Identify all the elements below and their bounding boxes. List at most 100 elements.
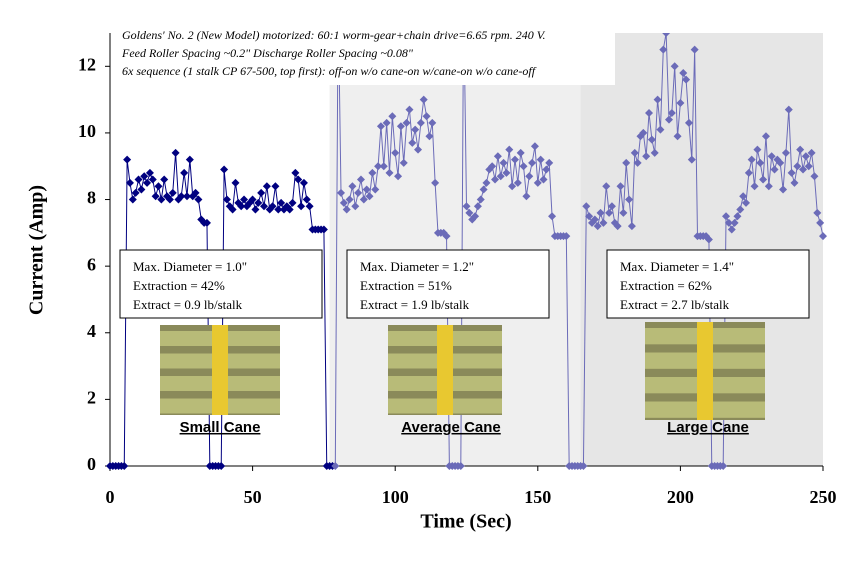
data-point xyxy=(491,175,500,184)
data-point xyxy=(411,125,420,134)
data-point xyxy=(217,462,226,470)
data-point xyxy=(180,168,189,177)
data-point xyxy=(371,185,380,194)
data-point xyxy=(222,195,231,204)
data-point xyxy=(639,128,648,137)
data-point xyxy=(653,95,662,104)
x-tick-label: 0 xyxy=(106,487,115,507)
data-point xyxy=(271,182,280,191)
info-line: Max. Diameter = 1.2" xyxy=(360,259,474,274)
data-point xyxy=(128,195,137,204)
data-point xyxy=(807,148,816,157)
data-point xyxy=(704,235,713,244)
info-line: Extract = 0.9 lb/stalk xyxy=(133,297,243,312)
tape-measure xyxy=(697,322,713,420)
data-point xyxy=(488,162,497,171)
data-point xyxy=(299,178,308,187)
data-point xyxy=(319,225,328,234)
data-point xyxy=(137,185,146,194)
data-point xyxy=(505,145,514,154)
data-point xyxy=(801,152,810,161)
data-point xyxy=(471,212,480,221)
data-point xyxy=(368,168,377,177)
data-point xyxy=(254,198,263,207)
data-point xyxy=(379,162,388,171)
data-point xyxy=(331,462,340,470)
data-point xyxy=(741,198,750,207)
data-point xyxy=(627,222,636,231)
info-line: Extract = 2.7 lb/stalk xyxy=(620,297,730,312)
data-point xyxy=(462,202,471,211)
data-point xyxy=(405,105,414,114)
data-point xyxy=(194,195,203,204)
data-point xyxy=(522,192,531,201)
data-point xyxy=(722,212,731,221)
x-tick-label: 200 xyxy=(667,487,694,507)
info-line: Extraction = 51% xyxy=(360,278,452,293)
data-point xyxy=(596,208,605,217)
data-point xyxy=(767,152,776,161)
note-box xyxy=(117,25,615,85)
data-point xyxy=(125,178,134,187)
data-point xyxy=(690,45,699,54)
data-point xyxy=(753,145,762,154)
data-point xyxy=(376,122,385,131)
data-point xyxy=(804,162,813,171)
y-tick-label: 10 xyxy=(78,121,96,141)
data-point xyxy=(297,202,306,211)
data-point xyxy=(599,218,608,227)
data-point xyxy=(499,158,508,167)
data-point xyxy=(388,112,397,121)
data-point xyxy=(191,188,200,197)
data-point xyxy=(465,208,474,217)
data-point xyxy=(667,108,676,117)
data-point xyxy=(619,208,628,217)
data-point xyxy=(476,195,485,204)
data-point xyxy=(719,462,728,470)
data-point xyxy=(625,195,634,204)
data-point xyxy=(739,192,748,201)
y-tick-label: 0 xyxy=(87,454,96,474)
data-point xyxy=(744,168,753,177)
x-tick-label: 150 xyxy=(524,487,551,507)
cane-caption: Large Cane xyxy=(667,419,749,436)
data-point xyxy=(277,198,286,207)
data-point xyxy=(419,95,428,104)
data-point xyxy=(602,182,611,191)
data-point xyxy=(590,215,599,224)
data-point xyxy=(257,188,266,197)
data-point xyxy=(508,182,517,191)
data-point xyxy=(394,172,403,181)
data-point xyxy=(779,185,788,194)
data-point xyxy=(670,62,679,71)
data-point xyxy=(622,158,631,167)
data-point xyxy=(351,202,360,211)
data-point xyxy=(220,165,229,174)
data-point xyxy=(687,155,696,164)
data-point xyxy=(533,178,542,187)
data-point xyxy=(157,195,166,204)
data-point xyxy=(787,168,796,177)
data-point xyxy=(793,162,802,171)
data-point xyxy=(143,178,152,187)
data-point xyxy=(799,165,808,174)
data-point xyxy=(593,222,602,231)
data-point xyxy=(431,178,440,187)
data-point xyxy=(525,172,534,181)
data-point xyxy=(408,138,417,147)
data-point xyxy=(819,232,827,241)
data-point xyxy=(120,462,129,470)
data-point xyxy=(416,118,425,127)
x-tick-label: 50 xyxy=(244,487,262,507)
data-point xyxy=(724,218,733,227)
data-point xyxy=(288,198,297,207)
data-point xyxy=(662,33,671,37)
data-point xyxy=(513,178,522,187)
data-point xyxy=(530,142,539,151)
data-point xyxy=(177,192,186,201)
data-point xyxy=(396,122,405,131)
data-point xyxy=(750,182,759,191)
data-point xyxy=(542,165,551,174)
info-line: Max. Diameter = 1.4" xyxy=(620,259,734,274)
info-line: Extract = 1.9 lb/stalk xyxy=(360,297,470,312)
